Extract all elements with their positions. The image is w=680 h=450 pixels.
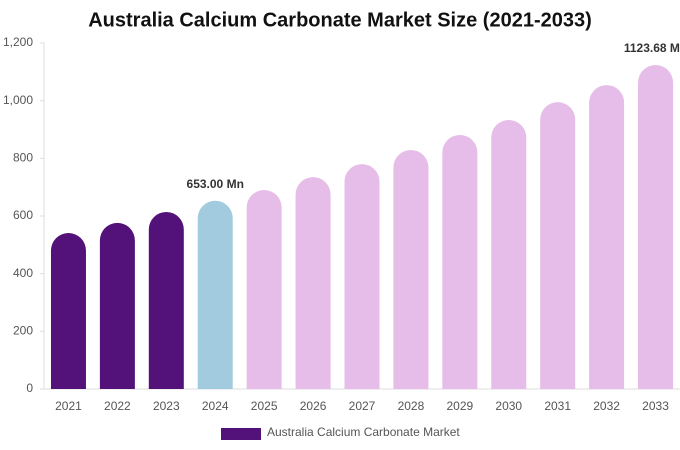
chart-title: Australia Calcium Carbonate Market Size … (88, 9, 592, 31)
bar (491, 119, 527, 390)
y-tick-label: 0 (26, 381, 33, 395)
bar (638, 65, 674, 389)
y-tick-label: 1,200 (3, 35, 33, 49)
bar (344, 164, 380, 389)
y-tick-label: 600 (13, 208, 33, 222)
x-tick-label: 2025 (251, 399, 278, 413)
data-label: 653.00 Mn (187, 177, 244, 191)
x-tick-label: 2021 (55, 399, 82, 413)
y-tick-label: 800 (13, 151, 33, 165)
y-tick-label: 1,000 (3, 93, 33, 107)
bar (540, 102, 576, 389)
bar (589, 85, 625, 389)
data-label: 1123.68 Mn (624, 41, 680, 55)
bar (50, 233, 86, 389)
legend-label: Australia Calcium Carbonate Market (267, 425, 460, 439)
x-tick-label: 2033 (642, 399, 669, 413)
bar (197, 200, 233, 389)
y-tick-label: 400 (13, 266, 33, 280)
bar (442, 134, 478, 389)
x-tick-label: 2032 (593, 399, 620, 413)
x-tick-label: 2024 (202, 399, 229, 413)
x-tick-label: 2027 (349, 399, 376, 413)
y-tick-label: 200 (13, 324, 33, 338)
x-tick-label: 2026 (300, 399, 327, 413)
x-tick-label: 2030 (495, 399, 522, 413)
x-tick-label: 2022 (104, 399, 131, 413)
x-tick-label: 2028 (398, 399, 425, 413)
bar (148, 211, 184, 389)
bar (393, 149, 429, 389)
x-tick-label: 2029 (446, 399, 473, 413)
bar (246, 190, 282, 389)
bar (99, 222, 135, 389)
bar (295, 177, 331, 389)
legend-swatch (221, 428, 261, 440)
x-tick-label: 2031 (544, 399, 571, 413)
x-tick-label: 2023 (153, 399, 180, 413)
